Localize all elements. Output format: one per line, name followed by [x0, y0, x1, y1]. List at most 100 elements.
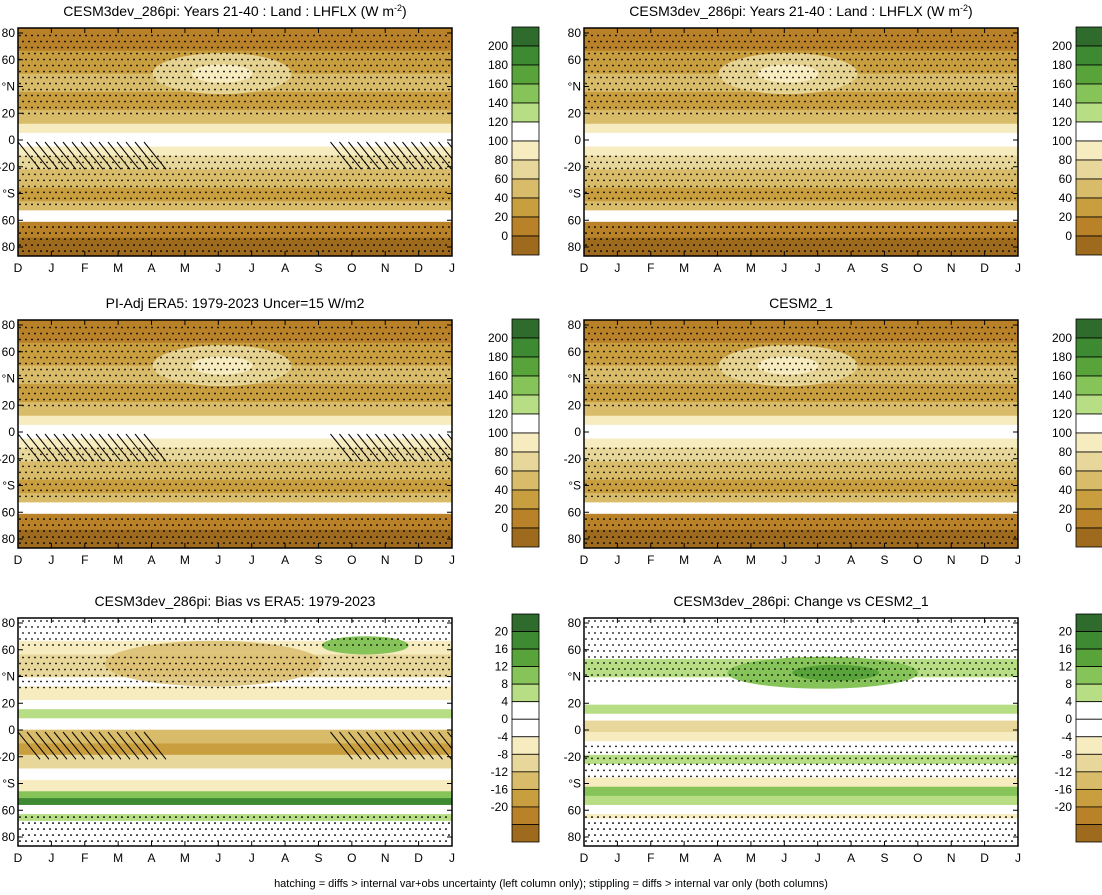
colorbar-swatch	[511, 806, 540, 825]
x-tick-label: D	[14, 261, 23, 275]
colorbar-swatch	[1075, 26, 1102, 47]
y-tick-label: 80	[568, 318, 582, 332]
colorbar-swatch	[511, 451, 540, 472]
x-tick-label: N	[947, 851, 956, 865]
colorbar-label: 120	[488, 115, 508, 129]
colorbar-swatch	[511, 701, 540, 720]
colorbar-swatch	[1075, 432, 1102, 453]
colorbar-label: 20	[1059, 502, 1073, 516]
stippling	[19, 34, 450, 252]
lat-band	[18, 709, 452, 719]
colorbar-label: 200	[1052, 331, 1072, 345]
lat-band	[584, 479, 1018, 494]
x-tick-label: A	[714, 553, 722, 567]
colorbar-label: 8	[501, 677, 508, 691]
colorbar-label: -8	[1061, 747, 1072, 761]
x-tick-label: J	[48, 553, 54, 567]
y-tick-label: 80	[2, 26, 16, 40]
y-tick-label: °S	[568, 479, 581, 493]
x-tick-label: F	[647, 261, 654, 275]
change-green-core	[792, 664, 880, 681]
heatmap-field	[584, 618, 1018, 846]
lat-band	[18, 718, 452, 731]
colorbar-label: 140	[1052, 96, 1072, 110]
colorbar-swatch	[511, 197, 540, 218]
colorbar-label: 160	[1052, 369, 1072, 383]
colorbar-label: 40	[495, 191, 509, 205]
lat-band	[18, 779, 452, 792]
panel-frame	[583, 319, 1019, 549]
colorbar-label: 100	[488, 134, 508, 148]
lat-band	[584, 424, 1018, 440]
lat-band	[584, 741, 1018, 756]
colorbar-swatch	[511, 337, 540, 358]
lat-band	[584, 493, 1018, 503]
x-tick-label: O	[347, 261, 356, 275]
y-tick-label: 60	[568, 213, 582, 227]
bias-blob	[104, 640, 322, 687]
x-tick-label: J	[614, 261, 620, 275]
colorbar-swatch	[511, 489, 540, 510]
x-tick-label: O	[913, 553, 922, 567]
y-tick-label: °S	[568, 187, 581, 201]
x-tick-label: A	[148, 851, 156, 865]
y-tick-label: 60	[568, 53, 582, 67]
colorbar-swatch	[511, 613, 540, 632]
colorbar-label: 200	[1052, 39, 1072, 53]
colorbar-swatch	[1075, 470, 1102, 491]
panel-frame	[17, 617, 453, 847]
y-tick-label: 60	[568, 643, 582, 657]
colorbar-swatch	[511, 788, 540, 808]
title-tail: )	[402, 3, 407, 19]
colorbar-swatch	[511, 527, 540, 548]
colorbar-label: -4	[1061, 730, 1072, 744]
x-tick-label: D	[414, 261, 423, 275]
lat-band	[584, 28, 1018, 52]
colorbar-swatch	[511, 178, 540, 199]
x-tick-label: F	[81, 553, 88, 567]
lat-band	[18, 28, 452, 52]
colorbar-label: 140	[488, 96, 508, 110]
y-tick-label: 20	[568, 696, 582, 710]
panel-3: PI-Adj ERA5: 1979-2023 Uncer=15 W/m2 D J F M…	[0, 295, 540, 567]
y-tick-label: 80	[2, 830, 16, 844]
y-tick-label: 60	[2, 505, 16, 519]
title-main: PI-Adj ERA5: 1979-2023 Uncer=15 W/m2	[106, 295, 365, 311]
lat-band	[584, 438, 1018, 449]
x-tick-label: D	[980, 553, 989, 567]
lat-band	[18, 187, 452, 202]
lat-band	[584, 221, 1018, 239]
y-tick-label: 60	[2, 53, 16, 67]
y-tick-label: 80	[568, 26, 582, 40]
lat-band	[584, 732, 1018, 742]
colorbar-label: 140	[488, 388, 508, 402]
x-tick-label: J	[48, 261, 54, 275]
colorbar-label: 12	[1059, 660, 1073, 674]
x-tick-label: O	[347, 851, 356, 865]
colorbar-swatch	[1075, 356, 1102, 377]
colorbar-swatch	[1075, 64, 1102, 85]
heatmap-field	[584, 320, 1018, 548]
lat-band	[584, 110, 1018, 125]
colorbar-label: 120	[488, 407, 508, 421]
lat-band	[18, 461, 452, 481]
x-tick-label: A	[281, 851, 289, 865]
lat-band	[18, 743, 452, 756]
lat-band	[584, 786, 1018, 797]
x-tick-label: J	[449, 261, 455, 275]
x-tick-label: M	[679, 261, 689, 275]
x-tick-label: O	[913, 851, 922, 865]
colorbar-label: 180	[1052, 350, 1072, 364]
heatmap-field	[584, 28, 1018, 256]
lat-band	[18, 237, 452, 256]
title-main: CESM3dev_286pi: Change vs CESM2_1	[673, 593, 928, 609]
x-tick-label: D	[980, 261, 989, 275]
panel-4: CESM2_1D J F M A M J J A S O N D J8060°N200-20°S60802…	[564, 295, 1102, 567]
x-tick-label: S	[880, 553, 888, 567]
y-tick-label: 0	[8, 425, 15, 439]
colorbar-swatch	[511, 470, 540, 491]
lat-band	[584, 237, 1018, 256]
